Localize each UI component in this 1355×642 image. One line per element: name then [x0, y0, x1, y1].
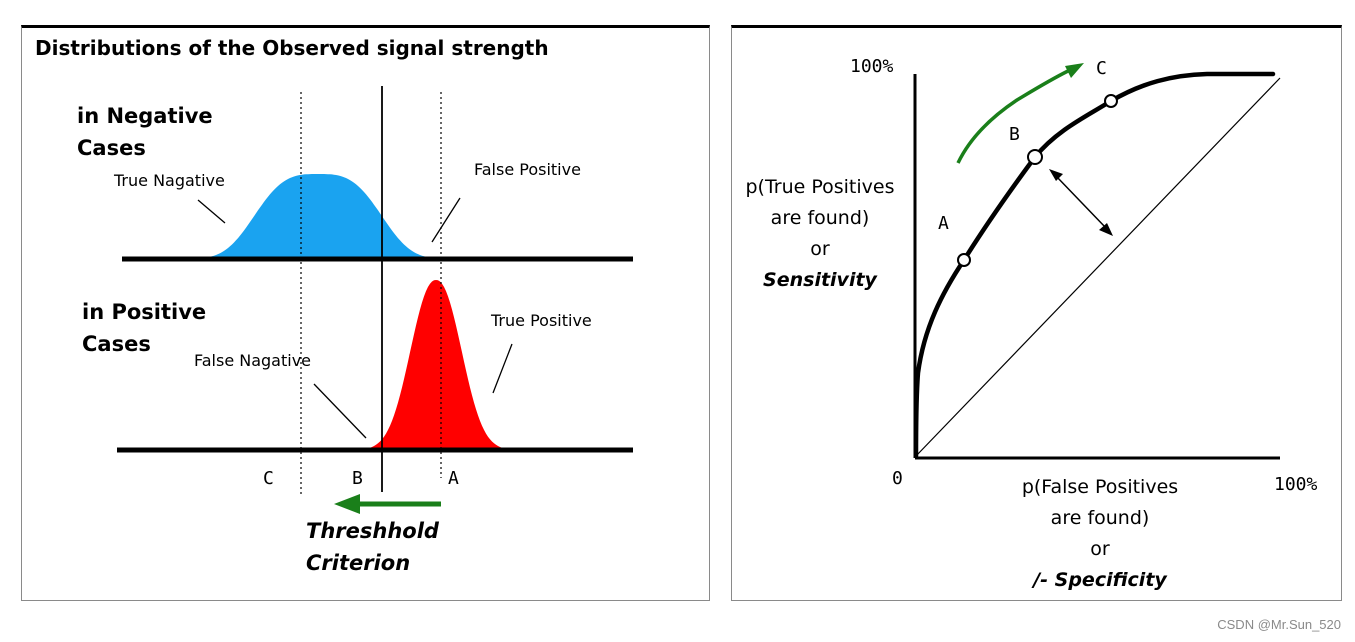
roc-panel: 100% 0 100% A B C p(True Positives are f…	[731, 25, 1342, 601]
y-axis-max-label: 100%	[850, 56, 894, 77]
negative-heading-line1: in Negative	[77, 104, 213, 128]
roc-point-c	[1104, 94, 1118, 108]
x-axis-label-line3: or	[1090, 538, 1110, 560]
threshold-c-label: C	[263, 468, 274, 489]
distributions-title: Distributions of the Observed signal str…	[35, 36, 549, 60]
positive-distribution-curve	[360, 280, 520, 450]
criterion-label-line2: Criterion	[306, 551, 411, 575]
false-positive-pointer	[431, 197, 461, 243]
roc-point-b	[1027, 149, 1043, 165]
roc-curve	[913, 71, 1276, 459]
criterion-arrow-head	[334, 494, 360, 514]
negative-heading-line2: Cases	[77, 136, 146, 160]
false-positive-label: False Positive	[474, 160, 581, 179]
origin-label: 0	[892, 468, 903, 489]
chance-diagonal	[915, 77, 1281, 457]
positive-heading-line2: Cases	[82, 332, 151, 356]
roc-point-c-label: C	[1096, 58, 1107, 79]
x-axis-max-label: 100%	[1274, 474, 1318, 495]
distance-arrow-head-top	[1049, 169, 1063, 181]
threshold-a-label: A	[448, 468, 459, 489]
direction-arrow	[956, 69, 1069, 164]
true-negative-pointer	[197, 199, 226, 224]
distributions-diagram	[117, 86, 633, 514]
roc-point-a	[957, 253, 971, 267]
true-positive-pointer	[492, 343, 513, 394]
true-positive-label: True Positive	[491, 311, 592, 330]
direction-arrow-head	[1065, 63, 1084, 78]
criterion-label-line1: Threshhold	[306, 519, 439, 543]
roc-point-b-label: B	[1009, 124, 1020, 145]
y-axis-label-line4: Sensitivity	[763, 269, 877, 291]
roc-diagram	[913, 63, 1281, 460]
threshold-b-label: B	[352, 468, 363, 489]
negative-distribution-curve	[140, 174, 482, 259]
distributions-panel: Distributions of the Observed signal str…	[21, 25, 710, 601]
y-axis-label-line2: are found)	[770, 207, 870, 229]
roc-point-a-label: A	[938, 213, 949, 234]
x-axis-label-line1: p(False Positives	[1021, 476, 1179, 498]
x-axis-label-line4: /- Specificity	[1033, 569, 1167, 591]
x-axis-label-line2: are found)	[1050, 507, 1150, 529]
y-axis-label-line1: p(True Positives	[745, 176, 895, 198]
y-axis-label-line3: or	[810, 238, 830, 260]
positive-heading-line1: in Positive	[82, 300, 207, 324]
watermark: CSDN @Mr.Sun_520	[1217, 617, 1341, 632]
distance-arrow-shaft	[1055, 175, 1107, 229]
false-negative-label: False Nagative	[194, 351, 312, 370]
distance-arrow-head-bottom	[1099, 223, 1113, 236]
true-negative-label: True Nagative	[114, 171, 225, 190]
false-negative-pointer	[313, 383, 367, 439]
